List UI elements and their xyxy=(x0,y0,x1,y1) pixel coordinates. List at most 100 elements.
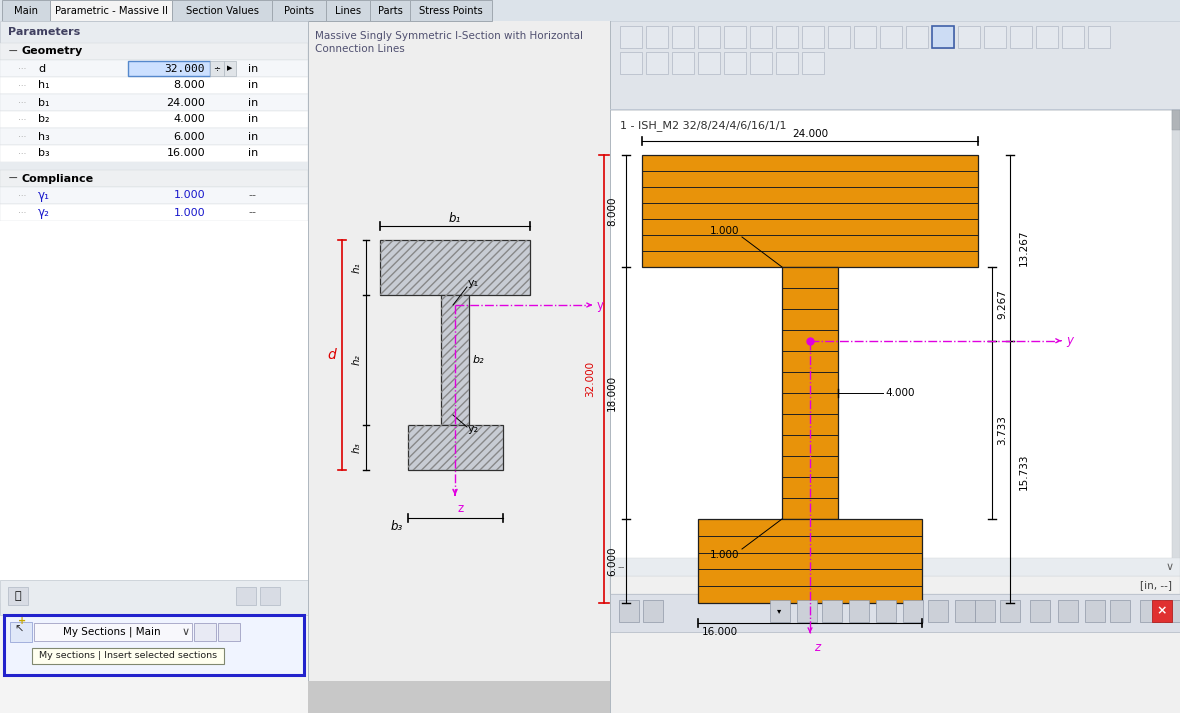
Bar xyxy=(610,21,1180,109)
Bar xyxy=(725,26,746,48)
Bar xyxy=(34,623,192,641)
Text: γ₁: γ₁ xyxy=(38,189,50,202)
Text: h₃: h₃ xyxy=(38,131,50,141)
Bar xyxy=(1110,600,1130,622)
Text: ⋯: ⋯ xyxy=(18,208,26,217)
Bar xyxy=(750,26,772,48)
Bar xyxy=(1088,26,1110,48)
Bar xyxy=(610,110,1172,576)
Text: z: z xyxy=(814,641,820,654)
Bar xyxy=(50,0,172,21)
Text: My sections | Insert selected sections: My sections | Insert selected sections xyxy=(39,652,217,660)
Bar xyxy=(194,623,216,641)
Bar xyxy=(854,26,876,48)
Text: b₂: b₂ xyxy=(38,115,50,125)
Bar xyxy=(0,111,308,128)
Text: z: z xyxy=(458,502,464,515)
Text: ⋯: ⋯ xyxy=(18,149,26,158)
Bar xyxy=(620,600,640,622)
Text: 4.000: 4.000 xyxy=(173,115,205,125)
Bar xyxy=(1172,110,1180,576)
Bar xyxy=(1165,600,1180,622)
Text: 32.000: 32.000 xyxy=(164,63,205,73)
Text: ∨: ∨ xyxy=(1166,562,1174,572)
Bar xyxy=(236,587,256,605)
Bar xyxy=(224,61,236,76)
Bar xyxy=(903,600,923,622)
Text: ⋯: ⋯ xyxy=(18,98,26,107)
Text: Points: Points xyxy=(284,6,314,16)
Bar xyxy=(671,52,694,74)
Text: ⋯: ⋯ xyxy=(18,81,26,90)
Bar xyxy=(699,519,922,603)
Text: 32.000: 32.000 xyxy=(585,361,595,397)
Bar xyxy=(1030,600,1050,622)
Bar xyxy=(645,52,668,74)
Text: 24.000: 24.000 xyxy=(166,98,205,108)
Bar xyxy=(1084,600,1104,622)
Bar xyxy=(620,52,642,74)
Bar xyxy=(1010,26,1032,48)
Bar xyxy=(2,0,50,21)
Text: y₁: y₁ xyxy=(468,278,479,288)
Bar xyxy=(802,52,824,74)
Text: −: − xyxy=(8,45,19,58)
Bar xyxy=(0,94,308,111)
Bar xyxy=(645,26,668,48)
Bar xyxy=(699,52,720,74)
Bar xyxy=(9,622,32,642)
Bar xyxy=(260,587,280,605)
Text: ∨: ∨ xyxy=(182,627,190,637)
Bar xyxy=(371,0,409,21)
Bar xyxy=(642,155,978,267)
Bar xyxy=(999,600,1020,622)
Text: 1.000: 1.000 xyxy=(709,550,739,560)
Text: ÷: ÷ xyxy=(214,64,221,73)
Bar xyxy=(0,580,308,615)
Text: 15.733: 15.733 xyxy=(1020,453,1029,490)
Text: 18.000: 18.000 xyxy=(607,375,617,411)
Text: 8.000: 8.000 xyxy=(173,81,205,91)
Text: Massive Singly Symmetric I-Section with Horizontal: Massive Singly Symmetric I-Section with … xyxy=(315,31,583,41)
Bar xyxy=(0,77,308,94)
Bar xyxy=(0,204,308,221)
Bar xyxy=(1140,600,1160,622)
Text: 6.000: 6.000 xyxy=(607,546,617,576)
Text: ↖: ↖ xyxy=(14,625,24,635)
Bar xyxy=(409,0,492,21)
Text: Geometry: Geometry xyxy=(22,46,84,56)
Bar xyxy=(782,267,838,519)
Bar xyxy=(0,221,308,603)
Bar xyxy=(0,170,308,187)
Text: ⋯: ⋯ xyxy=(18,191,26,200)
Bar xyxy=(0,162,308,170)
Text: --: -- xyxy=(248,190,256,200)
Bar xyxy=(326,0,371,21)
Bar xyxy=(610,21,1180,713)
Bar xyxy=(8,587,28,605)
Bar xyxy=(932,26,953,48)
Bar xyxy=(796,600,817,622)
Text: 13.267: 13.267 xyxy=(1020,230,1029,266)
Text: [in, --]: [in, --] xyxy=(1140,580,1172,590)
Text: y: y xyxy=(1066,334,1073,347)
Text: Parametric - Massive II: Parametric - Massive II xyxy=(54,6,168,16)
Text: y₂: y₂ xyxy=(468,424,479,434)
Text: 16.000: 16.000 xyxy=(702,627,739,637)
Text: ▶: ▶ xyxy=(228,66,232,71)
Bar xyxy=(776,26,798,48)
Text: Compliance: Compliance xyxy=(22,173,94,183)
Bar xyxy=(0,0,1180,21)
Bar xyxy=(1036,26,1058,48)
Text: ×: × xyxy=(1156,605,1167,617)
Text: in: in xyxy=(248,131,258,141)
Text: b₁: b₁ xyxy=(38,98,50,108)
Text: ⋯: ⋯ xyxy=(18,64,26,73)
Text: y: y xyxy=(597,299,604,312)
Bar xyxy=(4,615,304,675)
Text: ⋯: ⋯ xyxy=(18,132,26,141)
Bar xyxy=(848,600,868,622)
Bar xyxy=(776,52,798,74)
Text: b₂: b₂ xyxy=(473,355,485,365)
Text: b₃: b₃ xyxy=(38,148,50,158)
